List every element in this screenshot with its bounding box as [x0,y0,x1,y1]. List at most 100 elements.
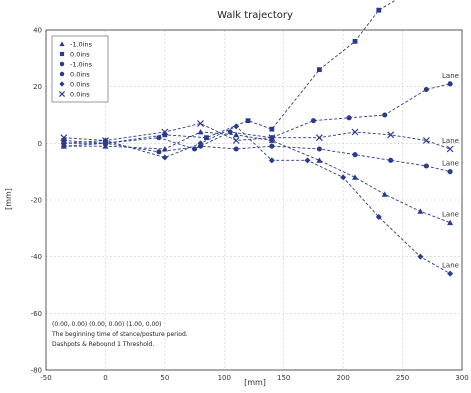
series-4-end-label: Lane [442,160,459,168]
legend-marker [59,51,65,57]
series-6 [60,120,454,153]
series-5-point [304,157,311,164]
series-3-point [382,112,388,118]
series-1-point [447,219,454,226]
series-6-point [232,137,240,144]
series-4-point [316,146,322,152]
series-3-end-label: Lane [442,72,459,80]
series-5-end-label: Lane [442,262,459,270]
series-3-point [447,81,453,87]
annotation-text: The beginning time of stance/posture per… [51,331,188,338]
series-layer [60,0,454,277]
series-4-point [388,157,394,163]
series-2-point [316,67,322,73]
chart-title: Walk trajectory [217,10,293,21]
grid [45,29,463,371]
series-4 [61,140,453,175]
series-3-point [192,146,198,152]
legend-entry: 0.0ins [70,51,90,59]
series-1-point [316,157,323,163]
series-1-point [352,174,359,180]
series-6-point [351,128,359,136]
annotation-text: (0.00, 0.00) (0.00, 0.00) (1.00, 0.00) [52,321,161,328]
series-2-point [352,38,358,44]
series-5-point [268,157,275,164]
x-axis: -50 0 50 100 150 200 250 300 [40,374,468,382]
x-tick-label: -50 [40,374,51,382]
legend-marker [59,71,65,77]
series-6-point [268,134,276,142]
series-1-line [63,131,451,224]
series-5-point [60,140,67,147]
series-2-point [269,126,275,132]
series-5-point [417,253,424,260]
legend-marker [59,81,65,87]
series-6-point [197,120,204,127]
series-3-point [310,118,316,124]
series-4-point [269,143,275,149]
x-tick-label: 50 [160,374,169,382]
series-5-point [375,214,382,220]
series-2-point [204,135,209,141]
y-tick-label: -60 [31,310,42,318]
x-tick-label: 100 [218,374,231,382]
legend-marker [58,90,66,98]
series-4-point [233,146,239,152]
series-1-point [197,129,204,135]
x-tick-label: 300 [455,374,468,382]
x-tick-label: 150 [277,374,290,382]
series-6-line [63,123,451,150]
y-axis-label: [mm] [4,188,13,210]
series-5 [60,123,454,277]
series-1-point [233,131,240,138]
series-2-point [245,118,251,124]
x-axis-label: [mm] [244,378,266,387]
series-4-point [352,152,358,158]
series-4-point [156,149,162,155]
annotation-text: Dashpots & Rebound 1 Threshold. [52,341,154,348]
series-6-point [422,137,430,144]
series-1-point [417,208,424,214]
legend-entry: 0.0ins [70,91,90,99]
series-4-point [447,169,453,175]
y-tick-label: -80 [31,367,42,375]
series-3-point [227,129,233,135]
legend-marker [59,41,65,47]
series-2-point [376,7,382,13]
series-6-point [102,137,109,144]
series-5-point [233,123,240,130]
series-3-point [346,115,352,121]
y-tick-label: 20 [33,83,42,91]
series-6-point [387,131,395,139]
series-5-point [161,154,168,161]
legend-entry: -1.0ins [70,41,93,49]
legend-entry: -1.0ins [70,61,93,69]
plot-area [45,29,463,371]
series-5-line [63,125,451,275]
x-tick-label: 0 [103,374,107,382]
annotations: (0.00, 0.00) (0.00, 0.00) (1.00, 0.00) Th… [51,321,188,348]
legend: -1.0ins 0.0ins -1.0ins 0.0ins 0.0ins 0.0ins [51,35,109,103]
series-2 [61,0,397,146]
series-5-point [340,174,347,181]
series-6-point [446,145,454,153]
series-6-point [315,134,323,142]
legend-marker [59,61,65,67]
y-tick-label: -20 [31,197,42,205]
series-4-line [63,142,451,173]
series-3-point [156,135,162,141]
series-1-end-label: Lane [442,211,459,219]
series-5-point [447,270,454,277]
legend-entry: 0.0ins [70,81,90,89]
series-3-point [423,86,429,93]
legend-box [51,35,109,103]
series-6-end-label: Lane [442,137,459,145]
x-tick-label: 250 [396,374,409,382]
series-2-line [63,0,397,144]
series-4-point [423,163,429,169]
series-6-point [161,128,169,136]
y-tick-label: -40 [31,253,42,261]
series-6-point [60,134,68,142]
